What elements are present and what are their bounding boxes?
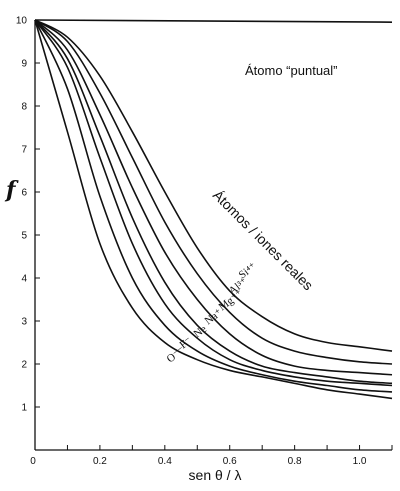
- x-axis-label: sen θ / λ: [189, 467, 242, 483]
- x-tick-label: 0.6: [223, 456, 237, 467]
- y-tick-label: 10: [16, 16, 28, 27]
- series-line-3: [34, 19, 393, 376]
- y-tick-label: 3: [21, 317, 27, 328]
- y-tick-label: 2: [21, 360, 27, 371]
- series-line-4: [34, 19, 393, 385]
- series-line-1: [34, 19, 393, 352]
- point-atom-annotation: Átomo “puntual”: [245, 63, 338, 78]
- y-tick-label: 9: [21, 59, 27, 70]
- curves: [34, 19, 393, 400]
- x-tick-label: 0.8: [288, 456, 302, 467]
- x-tick-label: 0: [30, 456, 36, 467]
- x-tick-label: 1.0: [353, 456, 367, 467]
- y-tick-label: 1: [21, 403, 27, 414]
- y-tick-label: 8: [21, 102, 27, 113]
- real-atoms-annotation: Átomos / iones reales: [210, 187, 317, 294]
- y-tick-label: 6: [21, 188, 27, 199]
- axis-ticks: [35, 19, 393, 450]
- series-line-7: [34, 19, 393, 400]
- ion-label-ne: Ne: [192, 323, 210, 340]
- x-tick-label: 0.4: [158, 456, 172, 467]
- y-tick-label: 7: [21, 145, 27, 156]
- y-tick-label: 5: [21, 231, 27, 242]
- y-tick-label: 4: [21, 274, 27, 285]
- tick-labels: 0 0.2 0.4 0.6 0.8 1.0 1 2 3 4 5 6 7 8 9 10: [16, 16, 367, 468]
- y-axis-label: f: [4, 177, 19, 203]
- x-tick-label: 0.2: [93, 456, 107, 467]
- series-line-6: [34, 19, 393, 393]
- series-line-2: [34, 19, 393, 365]
- series-line-5: [34, 19, 393, 387]
- series-line-0: [34, 19, 393, 23]
